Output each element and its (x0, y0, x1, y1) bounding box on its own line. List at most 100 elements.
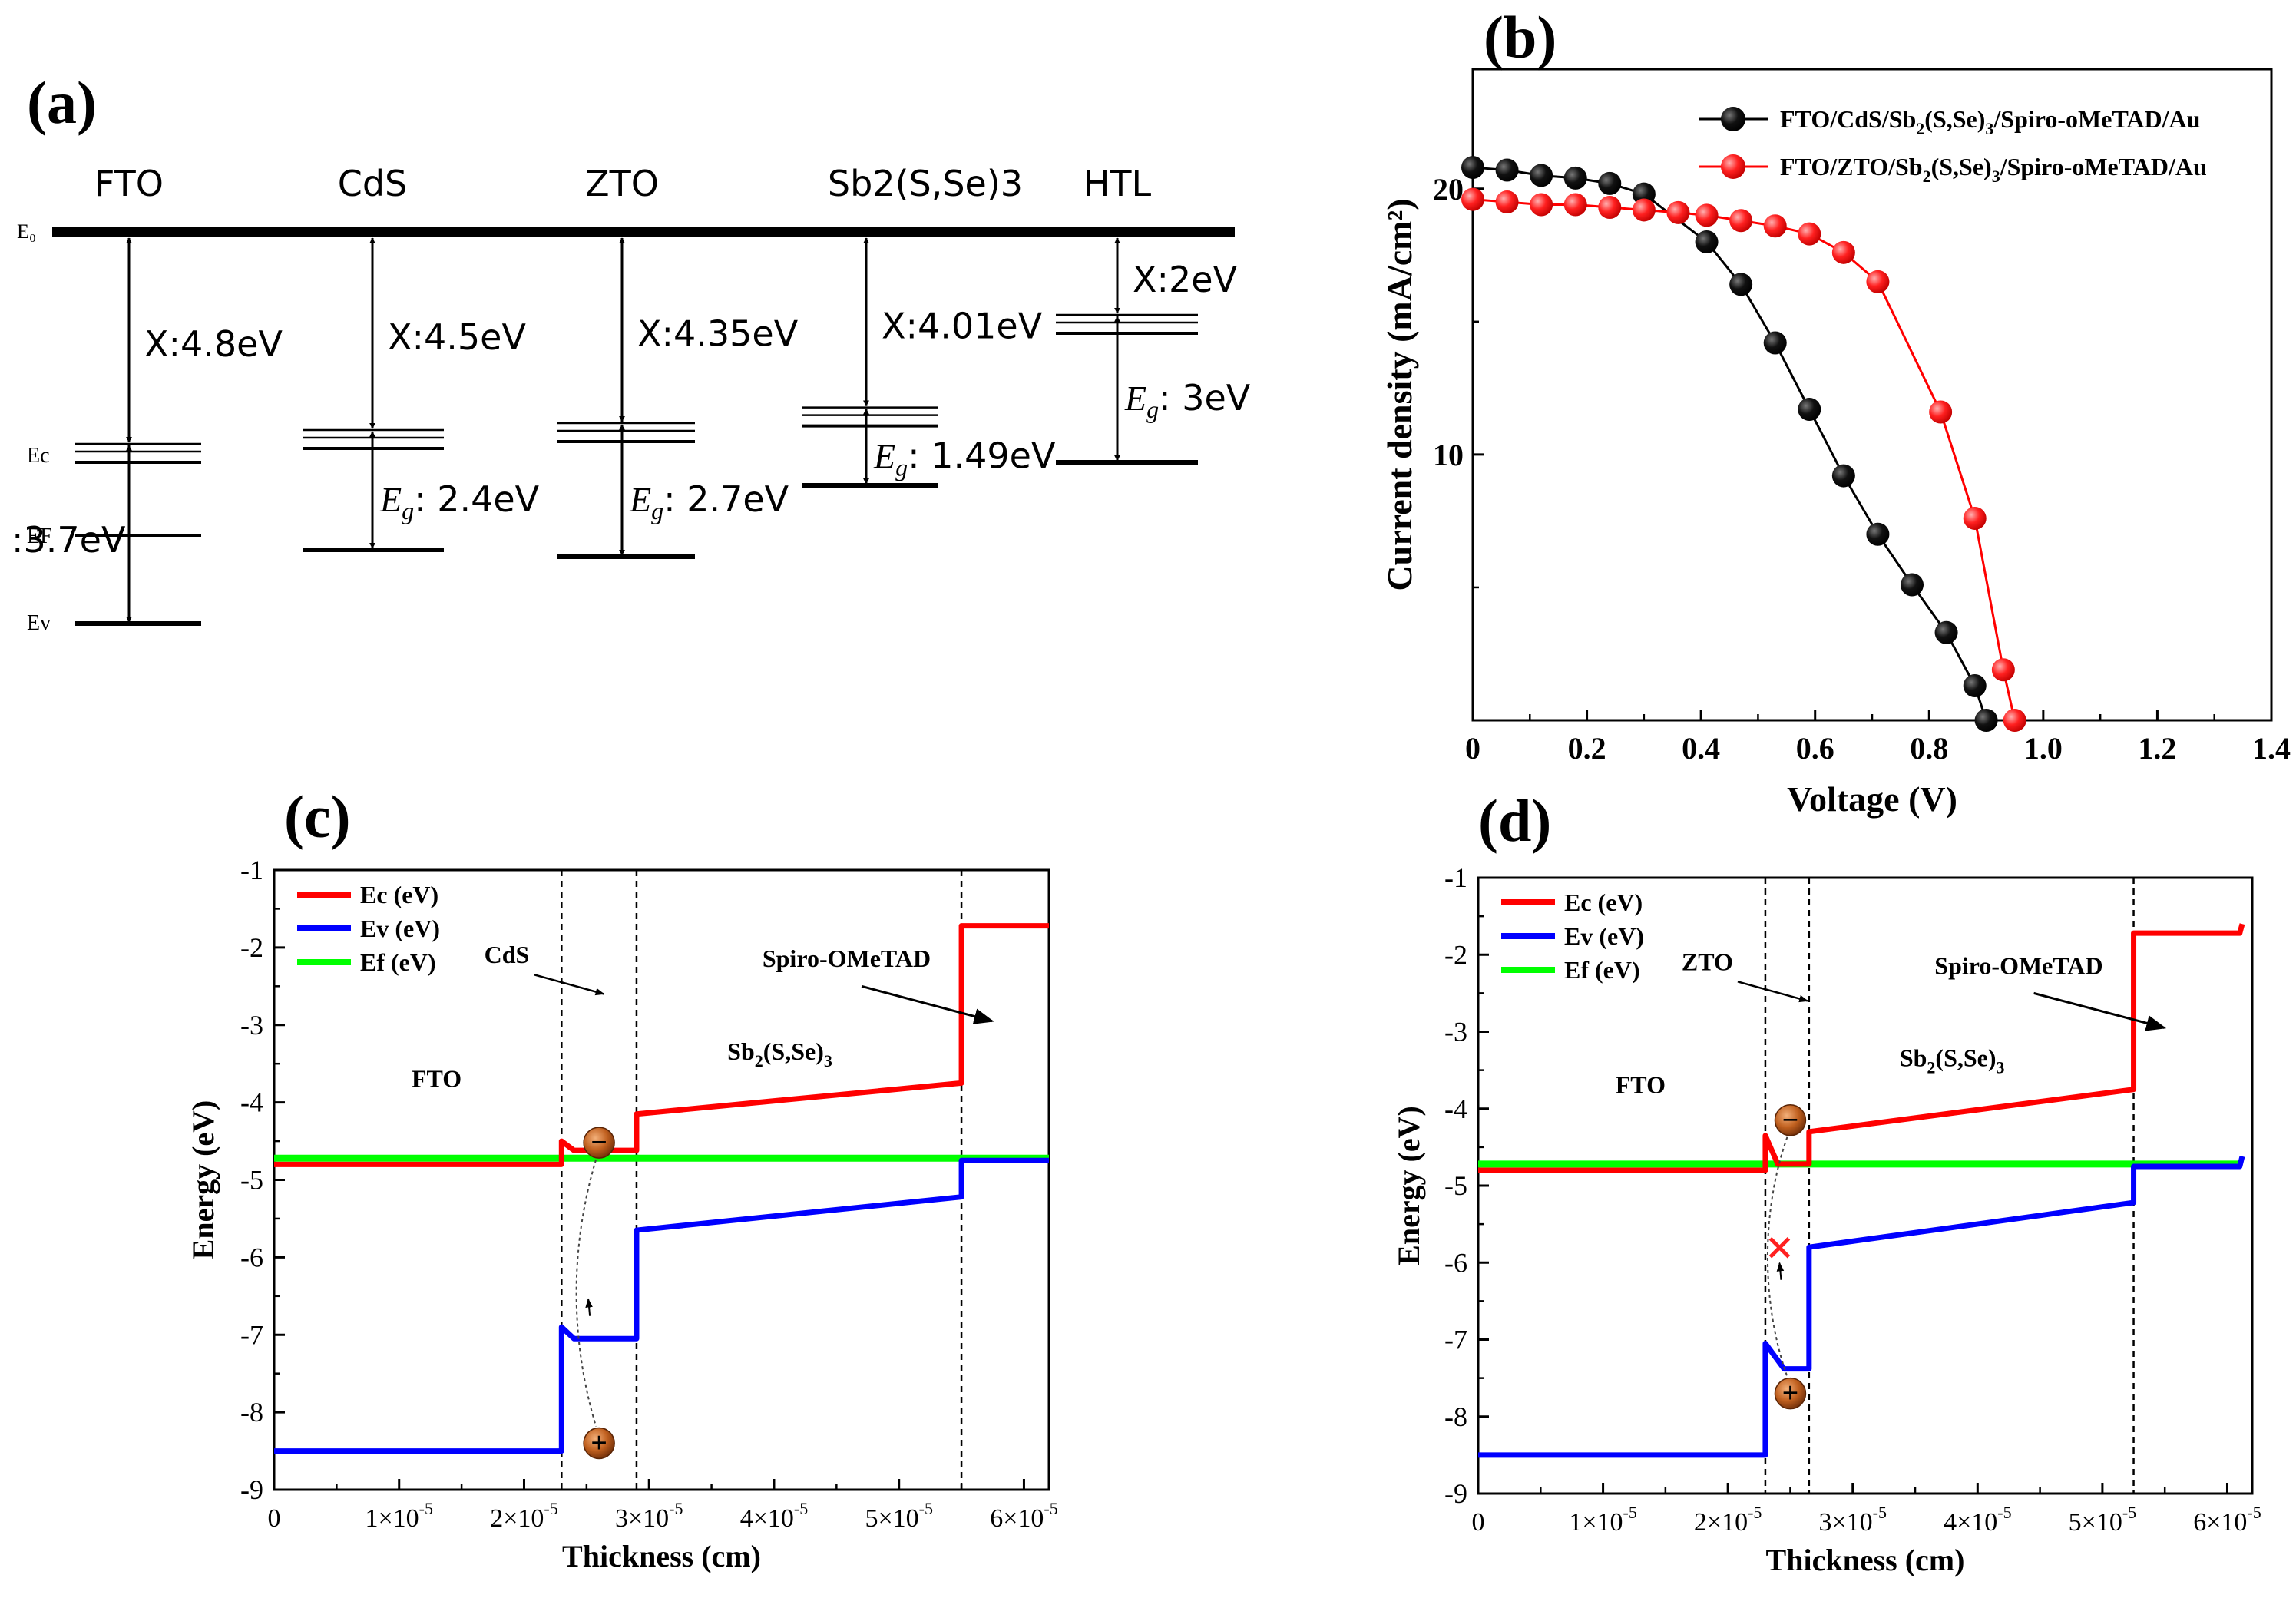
eg-label-2: Eg: 2.7eV (629, 478, 789, 524)
y-tick-label: -9 (240, 1474, 263, 1505)
layer-name-4: HTL (1083, 163, 1152, 204)
data-point (1729, 209, 1753, 233)
data-point (1831, 464, 1855, 488)
x-tick-label: 0.6 (1796, 731, 1834, 766)
blocked-cross (1768, 1236, 1791, 1259)
data-point (2003, 709, 2026, 732)
hole-sign: + (1782, 1378, 1799, 1410)
x-tick-label: 1.4 (2252, 731, 2291, 766)
ev-curve (274, 1157, 1049, 1454)
layer-name-3: Sb2(S,Se)3 (828, 163, 1023, 204)
fto-label: FTO (1616, 1071, 1666, 1099)
data-point (1798, 398, 1821, 422)
y-tick-label: -9 (1444, 1478, 1467, 1509)
absorber-label: Sb2(S,Se)3 (1900, 1044, 2005, 1077)
eg-label-4: Eg: 3eV (1124, 377, 1251, 423)
legend-label-0: Ec (eV) (360, 881, 438, 908)
x-tick-label: 0.8 (1910, 731, 1948, 766)
data-point (1495, 158, 1519, 182)
x-tick-label: 0 (1472, 1508, 1485, 1537)
x-axis-label: Thickness (cm) (562, 1539, 761, 1573)
x-tick-label: 0 (1465, 731, 1480, 766)
x-tick-label: 6×10-5 (990, 1499, 1058, 1533)
eg-label-1: Eg: 2.4eV (379, 478, 540, 524)
panel-label-b: (b) (1484, 4, 1557, 71)
x-tick-label: 1.0 (2024, 731, 2063, 766)
data-point (1461, 187, 1484, 211)
y-tick-label: -5 (1444, 1170, 1467, 1201)
ev-curve (1478, 1156, 2245, 1458)
data-point (1695, 203, 1719, 227)
series-line-0 (1472, 166, 1987, 721)
panel-label-c: (c) (284, 783, 351, 850)
htl-arrow (2033, 991, 2167, 1031)
y-tick-label: 20 (1433, 172, 1464, 207)
y-tick-label: -2 (240, 932, 263, 963)
htl-label: Spiro-OMeTAD (763, 945, 931, 972)
ec-curve (1478, 923, 2245, 1173)
legend-label-1: Ev (eV) (360, 915, 440, 942)
y-tick-label: -7 (1444, 1325, 1467, 1355)
data-point (1461, 156, 1484, 180)
data-point (1763, 214, 1787, 238)
x-tick-label: 5×10-5 (2069, 1503, 2137, 1537)
y-tick-label: -3 (1444, 1017, 1467, 1047)
data-point (1963, 506, 1987, 530)
electron-sign: − (591, 1127, 607, 1159)
data-point (1563, 166, 1587, 190)
x-axis-label: Voltage (V) (1787, 779, 1957, 819)
ec-label: Ec (27, 444, 50, 468)
y-tick-label: -8 (240, 1397, 263, 1428)
hole-ball (583, 1427, 615, 1460)
y-tick-label: -6 (240, 1242, 263, 1272)
data-point (1695, 230, 1719, 253)
band-alignment-diagram: E₀ FTO X:4.8eV:3.7eV Ec EF Ev CdS X:4.5eV Eg: 2.… (12, 163, 1251, 635)
x-tick-label: 3×10-5 (615, 1499, 683, 1533)
data-point (1729, 273, 1753, 296)
x-tick-label: 1×10-5 (365, 1499, 433, 1533)
x-tick-label: 6×10-5 (2193, 1503, 2261, 1537)
eg-label-0: :3.7eV (12, 519, 126, 561)
x-tick-label: 0.4 (1682, 731, 1720, 766)
data-point (1831, 240, 1855, 264)
eg-label-3: Eg: 1.49eV (873, 435, 1056, 481)
data-point (1798, 222, 1821, 246)
band-diagram-zto: 0 1×10-5 2×10-5 3×10-5 4×10-5 5×10-5 6×10-5 -1 -… (1391, 862, 2261, 1577)
chi-label-0: X:4.8eV (144, 323, 283, 365)
legend-label-2: Ef (eV) (360, 948, 436, 976)
vacuum-level-label: E₀ (17, 220, 36, 243)
y-tick-label: 10 (1433, 438, 1464, 472)
electron-ball (583, 1127, 615, 1159)
y-tick-label: -5 (240, 1165, 263, 1196)
legend-label-0: Ec (eV) (1564, 888, 1643, 916)
data-point (1963, 674, 1987, 698)
htl-label: Spiro-OMeTAD (1934, 951, 2102, 979)
chi-label-2: X:4.35eV (637, 313, 799, 355)
electron-sign: − (1782, 1104, 1799, 1136)
transfer-path (575, 1159, 597, 1427)
y-tick-label: -4 (1444, 1093, 1467, 1124)
data-point (1598, 195, 1622, 219)
transfer-arrow (1776, 1262, 1785, 1280)
electron-ball (1774, 1104, 1807, 1136)
etl-label: ZTO (1682, 948, 1733, 975)
htl-arrow (861, 984, 994, 1024)
data-point (1991, 658, 2015, 682)
chi-label-1: X:4.5eV (388, 316, 526, 358)
layer-name-0: FTO (94, 163, 164, 204)
x-axis-label: Thickness (cm) (1766, 1543, 1965, 1577)
data-point (1934, 620, 1958, 644)
x-tick-label: 0.2 (1568, 731, 1606, 766)
data-point (1530, 164, 1553, 187)
legend-label-1: Ev (eV) (1564, 922, 1644, 950)
data-point (1598, 171, 1622, 195)
layer-name-2: ZTO (585, 163, 659, 204)
data-point (1632, 198, 1656, 222)
x-tick-label: 1.2 (2138, 731, 2176, 766)
transfer-arrow (585, 1298, 593, 1316)
data-point (1763, 331, 1787, 355)
data-point (1563, 193, 1587, 217)
data-point (1632, 182, 1656, 206)
x-tick-label: 2×10-5 (1694, 1503, 1762, 1537)
